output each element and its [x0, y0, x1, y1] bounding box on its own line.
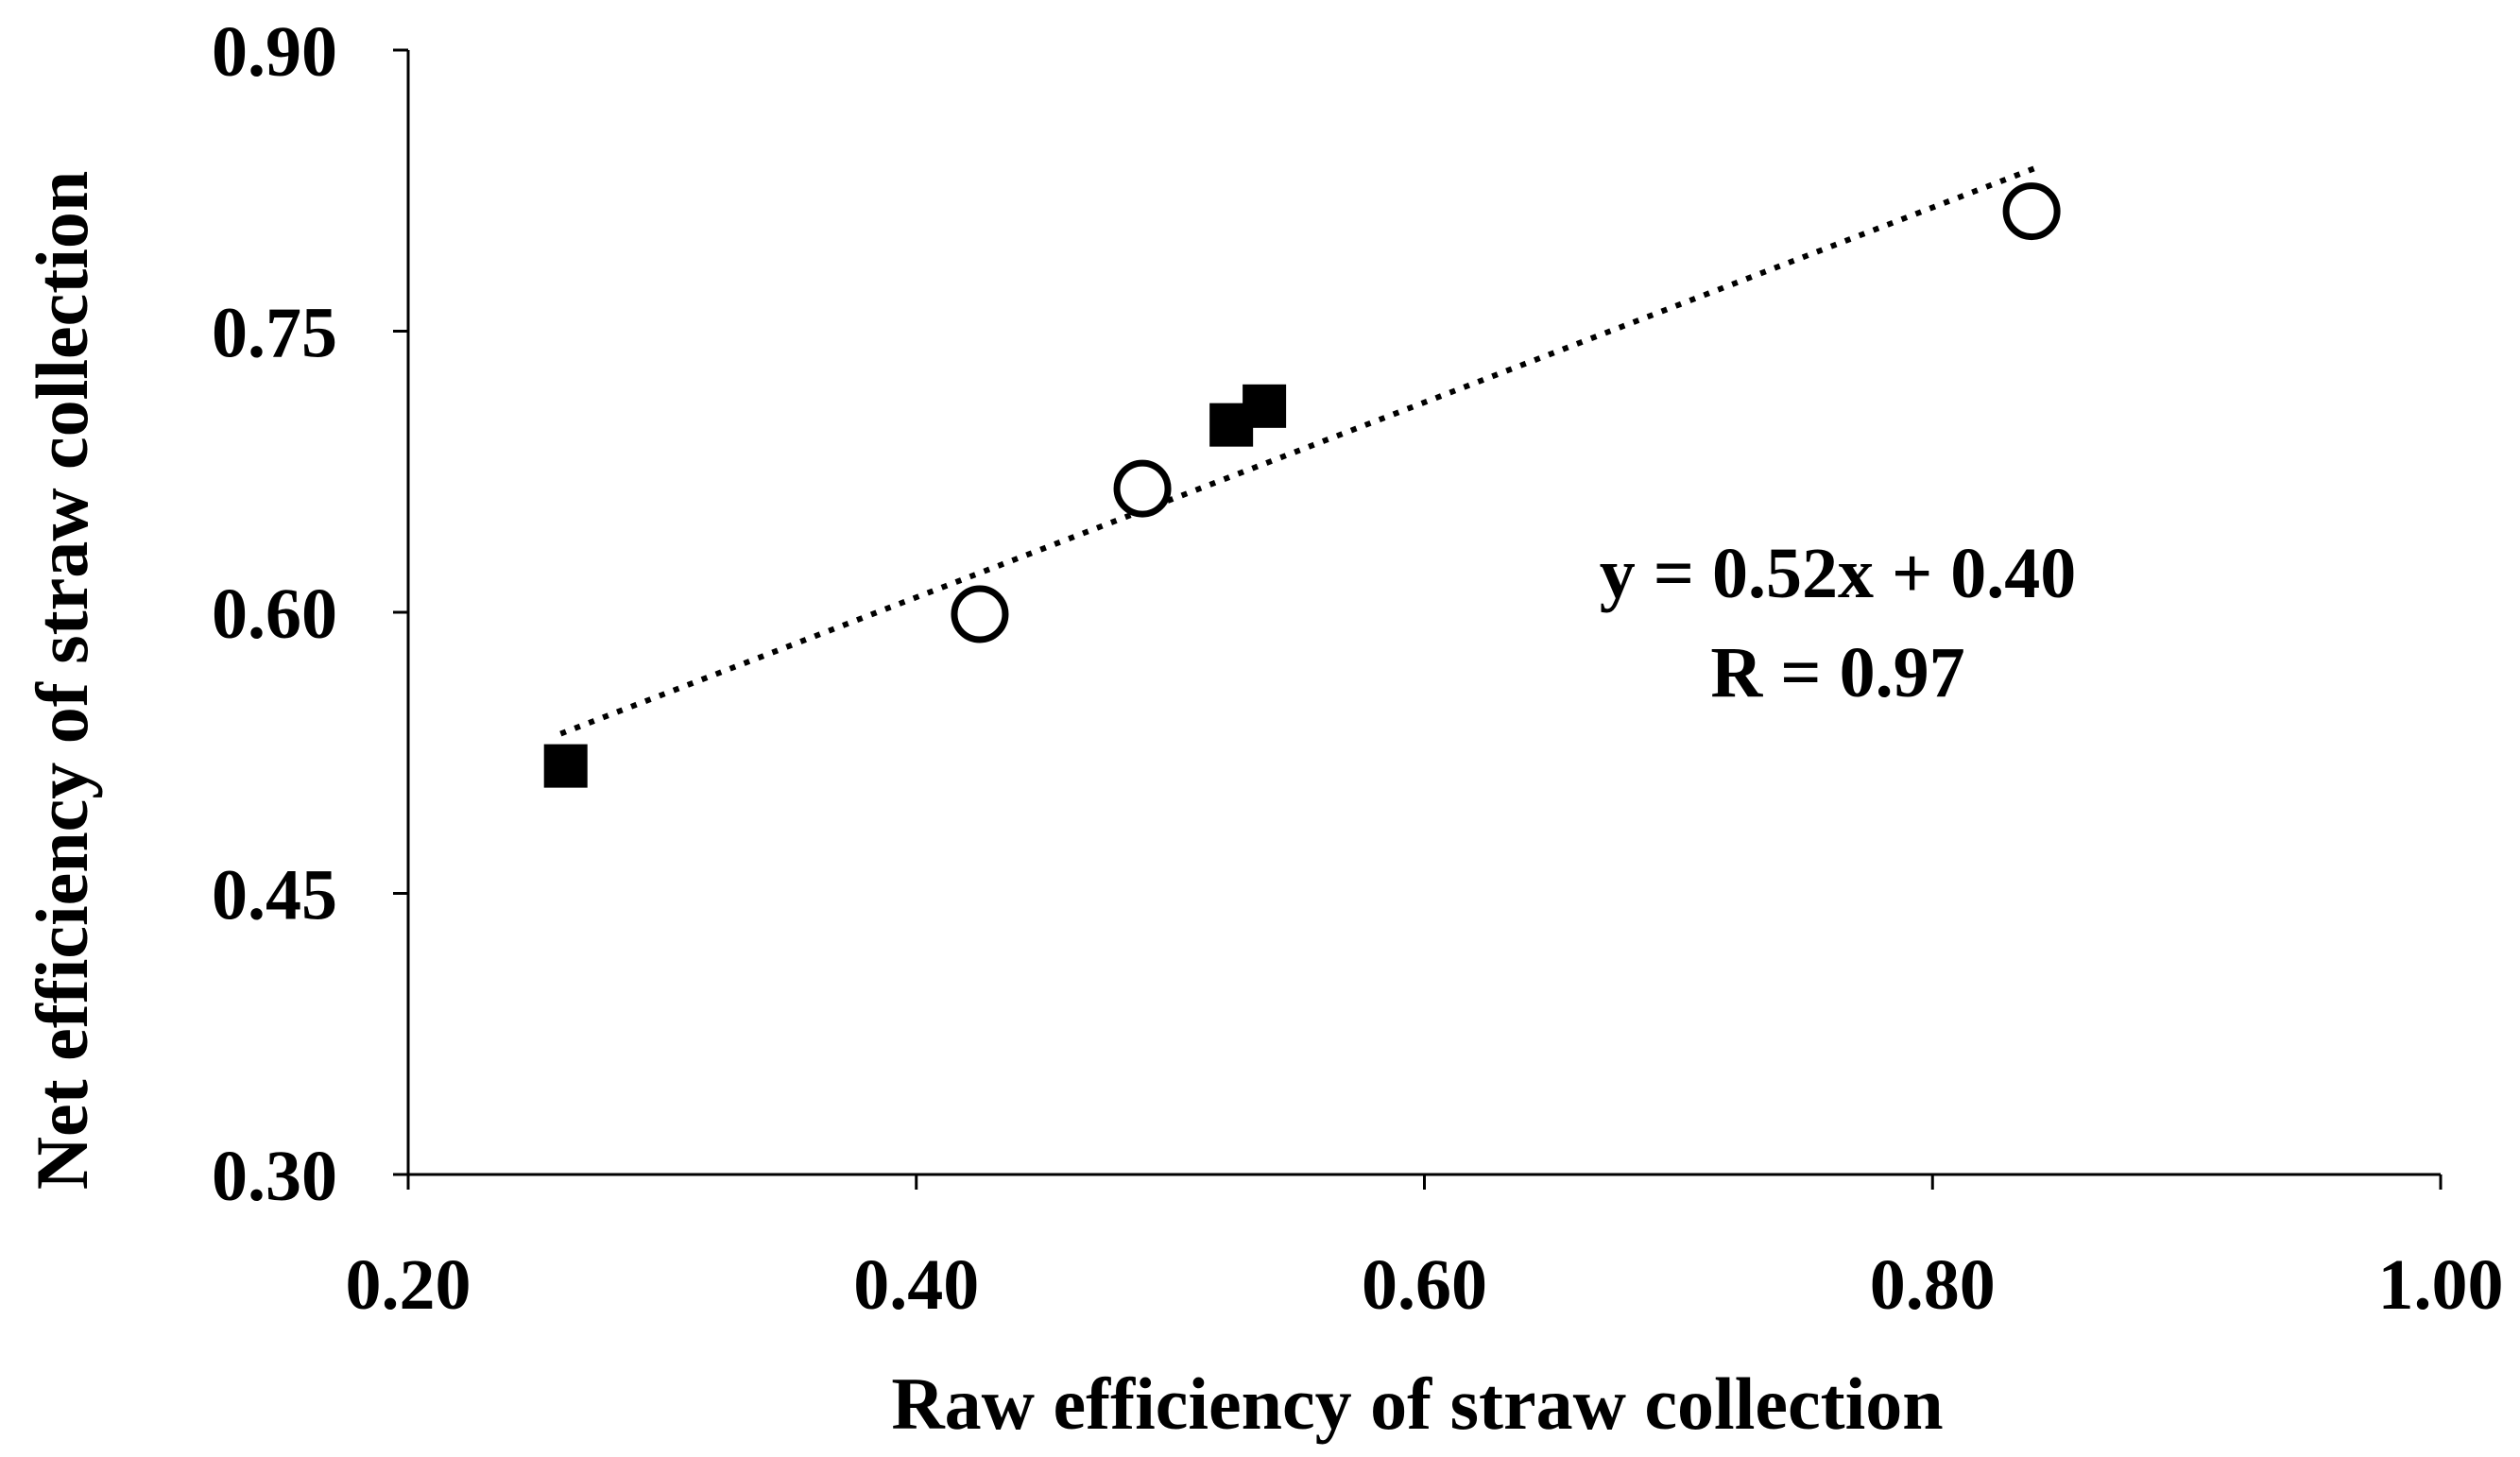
y-axis-title: Net efficiency of straw collection	[21, 171, 103, 1191]
circle-marker	[951, 585, 1009, 643]
regression-equation: y = 0.52x + 0.40	[1600, 534, 2077, 613]
x-axis-title: Raw efficiency of straw collection	[891, 1363, 1943, 1445]
x-tick-label: 0.60	[1362, 1245, 1487, 1325]
circle-marker	[2002, 182, 2061, 241]
axes: 0.20 0.40 0.60 0.80 1.00 0.30 0.45 0.60 0.75 0.90	[212, 12, 2504, 1325]
y-tick-label: 0.60	[212, 574, 337, 654]
y-tick-label: 0.90	[212, 12, 337, 92]
x-tick-label: 1.00	[2378, 1245, 2504, 1325]
data-points	[543, 182, 2061, 788]
x-tick-label: 0.80	[1870, 1245, 1996, 1325]
x-tick-label: 0.40	[853, 1245, 979, 1325]
correlation-value: R = 0.97	[1710, 633, 1964, 712]
square-marker	[1243, 384, 1287, 428]
square-marker	[543, 744, 588, 788]
circle-marker	[1113, 459, 1172, 518]
trendline	[559, 165, 2035, 737]
y-tick-label: 0.75	[212, 294, 337, 373]
x-tick-label: 0.20	[346, 1245, 471, 1325]
trendline-group	[559, 165, 2035, 737]
y-tick-label: 0.45	[212, 856, 337, 935]
y-tick-label: 0.30	[212, 1137, 337, 1216]
